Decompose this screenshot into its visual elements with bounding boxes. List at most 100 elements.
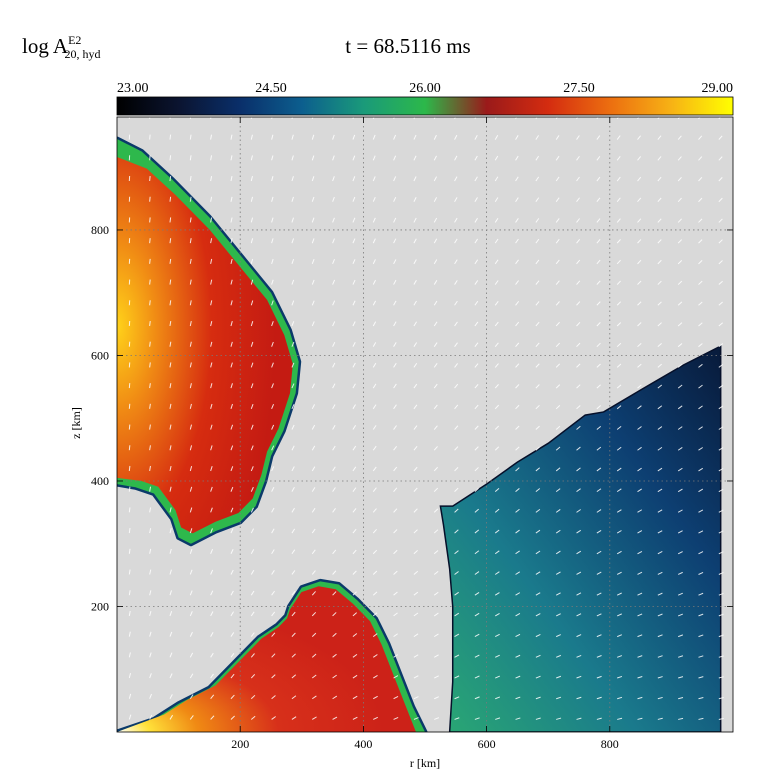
velocity-arrow xyxy=(535,613,541,617)
velocity-arrow xyxy=(332,612,337,617)
velocity-arrow xyxy=(474,259,479,265)
velocity-arrow xyxy=(352,466,357,472)
velocity-arrow xyxy=(657,655,663,658)
velocity-arrow xyxy=(250,341,254,347)
velocity-arrow xyxy=(291,549,296,555)
velocity-arrow xyxy=(250,176,253,182)
velocity-arrow xyxy=(556,717,562,720)
velocity-arrow xyxy=(718,447,724,451)
velocity-arrow xyxy=(657,634,663,638)
velocity-arrow xyxy=(698,239,703,244)
velocity-arrow xyxy=(413,675,419,679)
velocity-arrow xyxy=(535,197,540,203)
velocity-arrow xyxy=(637,405,642,410)
velocity-arrow xyxy=(210,715,215,720)
velocity-arrow xyxy=(454,134,458,140)
velocity-arrow xyxy=(210,466,213,472)
velocity-arrow xyxy=(494,384,499,389)
velocity-arrow xyxy=(393,591,398,596)
velocity-arrow xyxy=(311,424,316,430)
velocity-arrow xyxy=(230,238,233,244)
velocity-arrow xyxy=(454,117,457,120)
velocity-arrow xyxy=(210,196,213,202)
velocity-arrow xyxy=(515,571,521,575)
velocity-arrow xyxy=(657,613,663,617)
velocity-arrow xyxy=(698,697,704,700)
velocity-arrow xyxy=(189,548,193,554)
velocity-arrow xyxy=(535,488,541,493)
velocity-arrow xyxy=(230,155,233,161)
velocity-arrow xyxy=(576,613,582,617)
velocity-arrow xyxy=(576,259,581,265)
velocity-arrow xyxy=(433,155,437,161)
velocity-arrow xyxy=(230,196,233,202)
velocity-arrow xyxy=(474,446,479,451)
velocity-arrow xyxy=(169,631,173,637)
velocity-arrow xyxy=(454,280,458,285)
velocity-arrow xyxy=(291,362,295,368)
velocity-arrow xyxy=(352,653,358,658)
velocity-arrow xyxy=(494,117,497,120)
velocity-arrow xyxy=(413,300,417,306)
velocity-arrow xyxy=(718,260,723,265)
velocity-arrow xyxy=(291,321,295,327)
velocity-arrow xyxy=(128,652,131,658)
velocity-arrow xyxy=(616,363,622,368)
velocity-arrow xyxy=(291,404,295,410)
velocity-arrow xyxy=(718,426,724,430)
velocity-arrow xyxy=(555,529,561,534)
velocity-arrow xyxy=(393,259,397,265)
velocity-arrow xyxy=(250,674,256,679)
velocity-arrow xyxy=(535,633,541,638)
velocity-arrow xyxy=(393,425,397,430)
velocity-arrow xyxy=(494,592,500,596)
velocity-arrow xyxy=(393,155,397,161)
velocity-arrow xyxy=(433,446,438,451)
x-tick-label: 800 xyxy=(601,737,619,751)
velocity-arrow xyxy=(250,403,254,409)
velocity-arrow xyxy=(454,487,459,493)
velocity-arrow xyxy=(189,652,194,658)
velocity-arrow xyxy=(576,717,582,720)
velocity-arrow xyxy=(698,197,703,203)
velocity-arrow xyxy=(250,258,254,264)
velocity-arrow xyxy=(515,363,520,368)
velocity-arrow xyxy=(149,320,151,327)
velocity-arrow xyxy=(474,612,480,617)
velocity-arrow xyxy=(616,197,621,203)
velocity-arrow xyxy=(657,696,663,700)
velocity-arrow xyxy=(230,715,235,720)
velocity-arrow xyxy=(311,362,315,368)
velocity-arrow xyxy=(495,675,501,679)
velocity-arrow xyxy=(149,486,152,492)
velocity-arrow xyxy=(535,571,541,575)
velocity-arrow xyxy=(454,300,458,306)
velocity-arrow xyxy=(576,550,582,555)
velocity-arrow xyxy=(189,217,192,223)
velocity-arrow xyxy=(494,280,499,285)
quantity-subscript: 20, hyd xyxy=(64,47,100,61)
velocity-arrow xyxy=(454,508,459,513)
velocity-arrow xyxy=(495,654,500,658)
velocity-arrow xyxy=(332,321,336,327)
velocity-arrow xyxy=(596,405,601,410)
velocity-arrow xyxy=(352,425,357,430)
velocity-arrow xyxy=(474,550,480,555)
velocity-arrow xyxy=(128,693,132,699)
velocity-arrow xyxy=(230,424,234,430)
velocity-arrow xyxy=(474,197,478,202)
velocity-arrow xyxy=(291,674,297,679)
velocity-arrow xyxy=(230,549,234,554)
velocity-arrow xyxy=(413,529,418,534)
velocity-arrow xyxy=(352,155,356,161)
velocity-arrow xyxy=(698,301,703,306)
velocity-arrow xyxy=(230,176,233,182)
velocity-arrow xyxy=(515,488,520,493)
velocity-arrow xyxy=(189,403,192,409)
velocity-arrow xyxy=(169,155,172,161)
velocity-arrow xyxy=(434,696,440,700)
velocity-arrow xyxy=(617,655,623,658)
velocity-arrow xyxy=(474,633,480,638)
velocity-arrow xyxy=(718,717,724,720)
